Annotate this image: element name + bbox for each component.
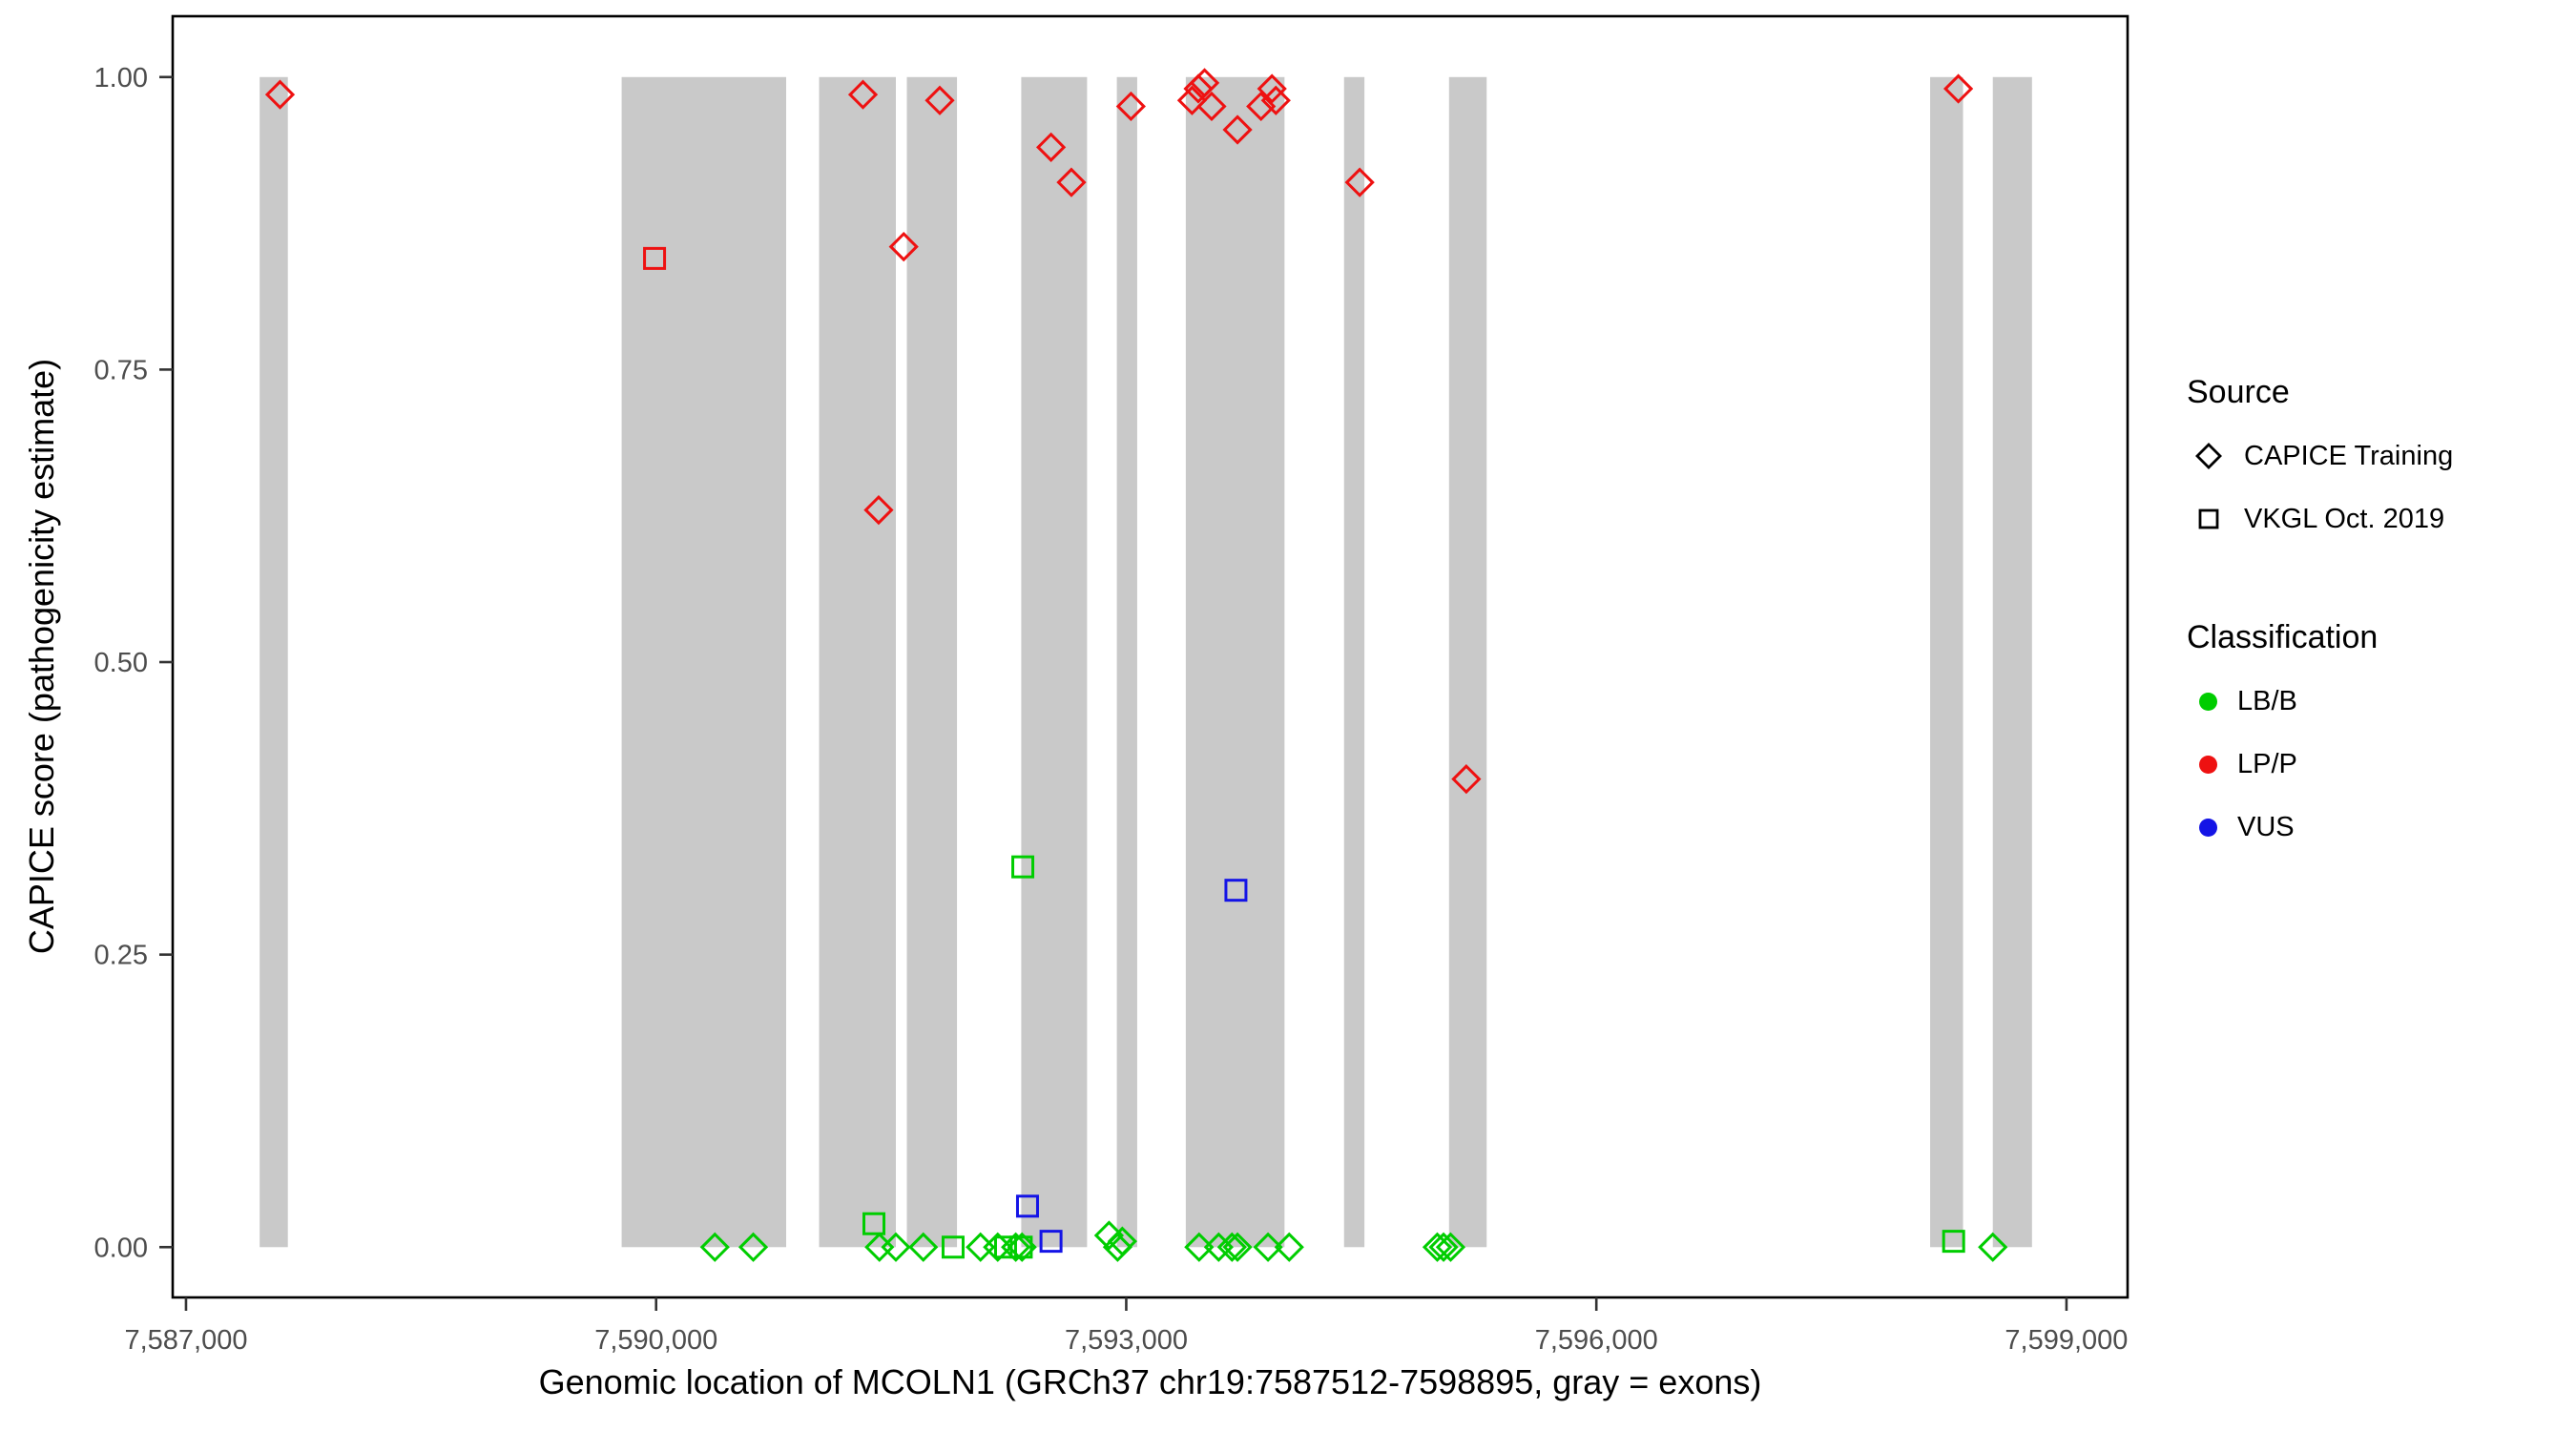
- exon-rect: [906, 76, 958, 1248]
- y-tick-label: 0.25: [94, 941, 148, 971]
- data-point-diamond: [1428, 1232, 1459, 1262]
- legend-item-lbb: LB/B: [2187, 670, 2453, 733]
- legend-classification-title: Classification: [2187, 619, 2379, 655]
- exon-rect: [1992, 76, 2032, 1248]
- data-point-diamond: [737, 1232, 769, 1262]
- data-point-diamond: [264, 79, 296, 110]
- y-tick-label: 0.75: [94, 355, 148, 385]
- data-point-diamond: [1253, 1232, 1283, 1262]
- red-dot-icon: [2199, 755, 2217, 774]
- data-point-square: [941, 1235, 965, 1259]
- exon-rect: [1448, 76, 1487, 1248]
- x-tick-label: 7,593,000: [1065, 1325, 1188, 1356]
- square-key-icon: [2198, 508, 2219, 529]
- data-point-diamond: [1216, 1232, 1247, 1262]
- data-point-diamond: [1451, 764, 1482, 795]
- data-point-diamond: [1196, 91, 1227, 122]
- data-point-diamond: [1107, 1226, 1137, 1256]
- legend-item-lpp: LP/P: [2187, 733, 2453, 796]
- data-point-square: [643, 246, 667, 270]
- data-point-diamond: [1344, 167, 1375, 197]
- data-point-diamond: [1274, 1232, 1304, 1262]
- data-point-square: [1224, 879, 1248, 902]
- exon-rect: [1116, 76, 1137, 1248]
- data-point-diamond: [1189, 68, 1220, 98]
- x-tick-label: 7,587,000: [124, 1325, 247, 1356]
- legend-source-section: Source CAPICE Training VKGL Oct. 2019: [2187, 374, 2453, 550]
- legend-item-label: CAPICE Training: [2244, 440, 2454, 471]
- exon-rect: [1021, 76, 1088, 1248]
- data-point-diamond: [847, 79, 879, 110]
- data-point-diamond: [1184, 1232, 1215, 1262]
- data-point-diamond: [1115, 91, 1147, 122]
- exon-rect: [819, 76, 897, 1248]
- data-point-diamond: [1246, 91, 1277, 122]
- y-tick-label: 0.50: [94, 648, 148, 678]
- legend-item-label: VKGL Oct. 2019: [2244, 503, 2445, 534]
- data-point-diamond: [699, 1232, 730, 1262]
- legend-item-vus: VUS: [2187, 796, 2453, 859]
- panel-border: [171, 14, 2129, 1299]
- green-dot-icon: [2199, 692, 2217, 711]
- data-point-diamond: [1035, 132, 1067, 162]
- data-point-square: [1015, 1194, 1039, 1218]
- data-point-diamond: [1056, 167, 1087, 197]
- blue-dot-icon: [2199, 818, 2217, 837]
- data-point-diamond: [1176, 85, 1208, 115]
- data-point-square: [1011, 855, 1035, 879]
- data-point-square: [1039, 1230, 1063, 1254]
- data-point-square: [1009, 1235, 1033, 1259]
- legend-item-vkgl: VKGL Oct. 2019: [2187, 487, 2453, 550]
- legend-item-label: VUS: [2237, 811, 2295, 842]
- diamond-key-icon: [2195, 443, 2222, 469]
- exon-rect: [260, 76, 288, 1248]
- y-tick-label: 0.00: [94, 1233, 148, 1263]
- legend: Source CAPICE Training VKGL Oct. 2019 Cl…: [2187, 374, 2453, 859]
- data-point-diamond: [1001, 1232, 1031, 1262]
- exon-rect: [1343, 76, 1365, 1248]
- exon-rect: [621, 76, 787, 1248]
- legend-item-capice-training: CAPICE Training: [2187, 425, 2453, 487]
- data-point-diamond: [863, 494, 894, 526]
- data-point-square: [1942, 1230, 1965, 1254]
- data-point-diamond: [1942, 73, 1974, 104]
- data-point-diamond: [1222, 114, 1253, 145]
- x-tick-label: 7,596,000: [1535, 1325, 1658, 1356]
- data-point-diamond: [1260, 85, 1291, 115]
- data-point-diamond: [1422, 1232, 1453, 1262]
- data-point-square: [862, 1212, 886, 1235]
- exon-rect: [1185, 76, 1285, 1248]
- x-tick-label: 7,599,000: [2005, 1325, 2128, 1356]
- x-tick-label: 7,590,000: [594, 1325, 717, 1356]
- data-point-square: [993, 1235, 1017, 1259]
- y-axis-title: CAPICE score (pathogenicity estimate): [22, 358, 61, 955]
- y-tick-label: 1.00: [94, 63, 148, 93]
- data-point-diamond: [1222, 1232, 1253, 1262]
- data-point-diamond: [888, 231, 919, 262]
- legend-source-title: Source: [2187, 374, 2290, 410]
- legend-classification-section: Classification LB/B LP/P VUS: [2187, 619, 2453, 859]
- data-point-diamond: [1978, 1232, 2008, 1262]
- legend-item-label: LB/B: [2237, 685, 2297, 716]
- data-point-diamond: [966, 1232, 996, 1262]
- data-point-diamond: [881, 1232, 911, 1262]
- data-point-diamond: [908, 1232, 939, 1262]
- data-point-diamond: [924, 85, 955, 115]
- data-point-diamond: [1183, 73, 1214, 104]
- data-point-diamond: [1257, 73, 1287, 104]
- legend-item-label: LP/P: [2237, 748, 2297, 779]
- exon-rect: [1930, 76, 1963, 1248]
- x-axis-title: Genomic location of MCOLN1 (GRCh37 chr19…: [538, 1362, 1762, 1401]
- data-point-diamond: [1435, 1232, 1466, 1262]
